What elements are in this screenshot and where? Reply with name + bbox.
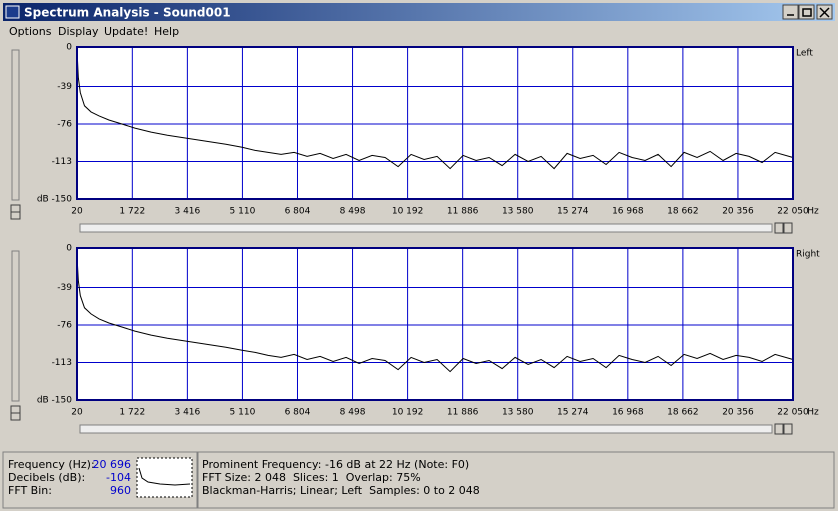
y-tick-label: -39 bbox=[57, 283, 72, 293]
y-tick-label: -113 bbox=[52, 358, 72, 368]
x-tick-label: 8 498 bbox=[340, 408, 366, 418]
menu-item[interactable]: Help bbox=[154, 25, 179, 38]
y-tick-label: dB -150 bbox=[37, 195, 72, 205]
level-slider-button[interactable] bbox=[10, 211, 21, 220]
readout-panel bbox=[2, 451, 198, 509]
x-tick-label: 16 968 bbox=[612, 207, 644, 217]
menu-item[interactable]: Display bbox=[58, 25, 99, 38]
level-slider-button[interactable] bbox=[10, 204, 21, 213]
scrollbar-track[interactable] bbox=[79, 424, 773, 434]
x-tick-label: 1 722 bbox=[119, 408, 145, 418]
x-tick-label: 13 580 bbox=[502, 207, 534, 217]
window-button-glyphs bbox=[787, 7, 830, 18]
y-tick-label: -39 bbox=[57, 82, 72, 92]
info-panel bbox=[197, 451, 835, 509]
menu-item[interactable]: Options bbox=[9, 25, 52, 38]
plot-area bbox=[77, 248, 793, 400]
x-tick-label: 18 662 bbox=[667, 207, 699, 217]
info-line: FFT Size: 2 048 Slices: 1 Overlap: 75% bbox=[202, 471, 421, 484]
scroll-button[interactable] bbox=[774, 222, 784, 234]
x-tick-label: 6 804 bbox=[285, 207, 311, 217]
y-tick-label: -76 bbox=[57, 120, 72, 130]
x-tick-label: 22 050 bbox=[777, 207, 809, 217]
window-title: Spectrum Analysis - Sound001 bbox=[24, 6, 231, 20]
x-tick-label: 20 356 bbox=[722, 207, 754, 217]
spectrum-line bbox=[76, 49, 794, 170]
y-tick-label: -113 bbox=[52, 157, 72, 167]
readout-value: 960 bbox=[110, 484, 131, 497]
x-tick-label: 22 050 bbox=[777, 408, 809, 418]
y-tick-label: dB -150 bbox=[37, 396, 72, 406]
title-bar bbox=[3, 3, 835, 21]
x-tick-label: 6 804 bbox=[285, 408, 311, 418]
plot-frame bbox=[76, 46, 794, 200]
x-tick-label: 3 416 bbox=[174, 408, 200, 418]
x-tick-label: 3 416 bbox=[174, 207, 200, 217]
channel-label: Right bbox=[796, 250, 820, 260]
status-bar: Frequency (Hz): 20 696 Decibels (dB): -1… bbox=[2, 451, 835, 509]
readout-value: 20 696 bbox=[93, 458, 132, 471]
scroll-button[interactable] bbox=[783, 222, 793, 234]
channel-label: Left bbox=[796, 49, 813, 59]
x-tick-label: 20 356 bbox=[722, 408, 754, 418]
x-tick-label: 10 192 bbox=[392, 207, 424, 217]
y-tick-label: 0 bbox=[66, 43, 72, 53]
mini-preview bbox=[136, 457, 193, 498]
x-tick-label: 20 bbox=[71, 207, 83, 217]
level-slider-track bbox=[11, 49, 20, 201]
x-tick-label: 11 886 bbox=[447, 408, 479, 418]
level-slider-track bbox=[11, 250, 20, 402]
spectrum-line bbox=[76, 256, 794, 373]
info-line: Blackman-Harris; Linear; Left Samples: 0… bbox=[202, 484, 480, 497]
y-tick-label: -76 bbox=[57, 321, 72, 331]
window-buttons[interactable] bbox=[782, 4, 833, 20]
plot-area bbox=[77, 47, 793, 199]
level-slider-button[interactable] bbox=[10, 405, 21, 414]
scroll-button[interactable] bbox=[783, 423, 793, 435]
minimize-button[interactable] bbox=[782, 4, 799, 20]
x-tick-label: 16 968 bbox=[612, 408, 644, 418]
scroll-button[interactable] bbox=[774, 423, 784, 435]
app-icon bbox=[5, 5, 20, 19]
x-tick-label: 18 662 bbox=[667, 408, 699, 418]
x-tick-label: 10 192 bbox=[392, 408, 424, 418]
info-line: Prominent Frequency: -16 dB at 22 Hz (No… bbox=[202, 458, 469, 471]
level-slider-button[interactable] bbox=[10, 412, 21, 421]
x-unit-label: Hz bbox=[807, 207, 819, 217]
readout-value: -104 bbox=[106, 471, 131, 484]
x-tick-label: 20 bbox=[71, 408, 83, 418]
readout-label: Frequency (Hz): bbox=[8, 458, 95, 471]
x-tick-label: 13 580 bbox=[502, 408, 534, 418]
readout-label: FFT Bin: bbox=[8, 484, 52, 497]
readout-label: Decibels (dB): bbox=[8, 471, 85, 484]
menu-item[interactable]: Update! bbox=[104, 25, 148, 38]
x-tick-label: 5 110 bbox=[230, 408, 256, 418]
x-tick-label: 1 722 bbox=[119, 207, 145, 217]
x-unit-label: Hz bbox=[807, 408, 819, 418]
scrollbar-track[interactable] bbox=[79, 223, 773, 233]
mini-preview-curve bbox=[138, 467, 191, 486]
x-tick-label: 5 110 bbox=[230, 207, 256, 217]
x-tick-label: 11 886 bbox=[447, 207, 479, 217]
x-tick-label: 15 274 bbox=[557, 408, 589, 418]
x-tick-label: 8 498 bbox=[340, 207, 366, 217]
plot-frame bbox=[76, 247, 794, 401]
y-tick-label: 0 bbox=[66, 244, 72, 254]
x-tick-label: 15 274 bbox=[557, 207, 589, 217]
